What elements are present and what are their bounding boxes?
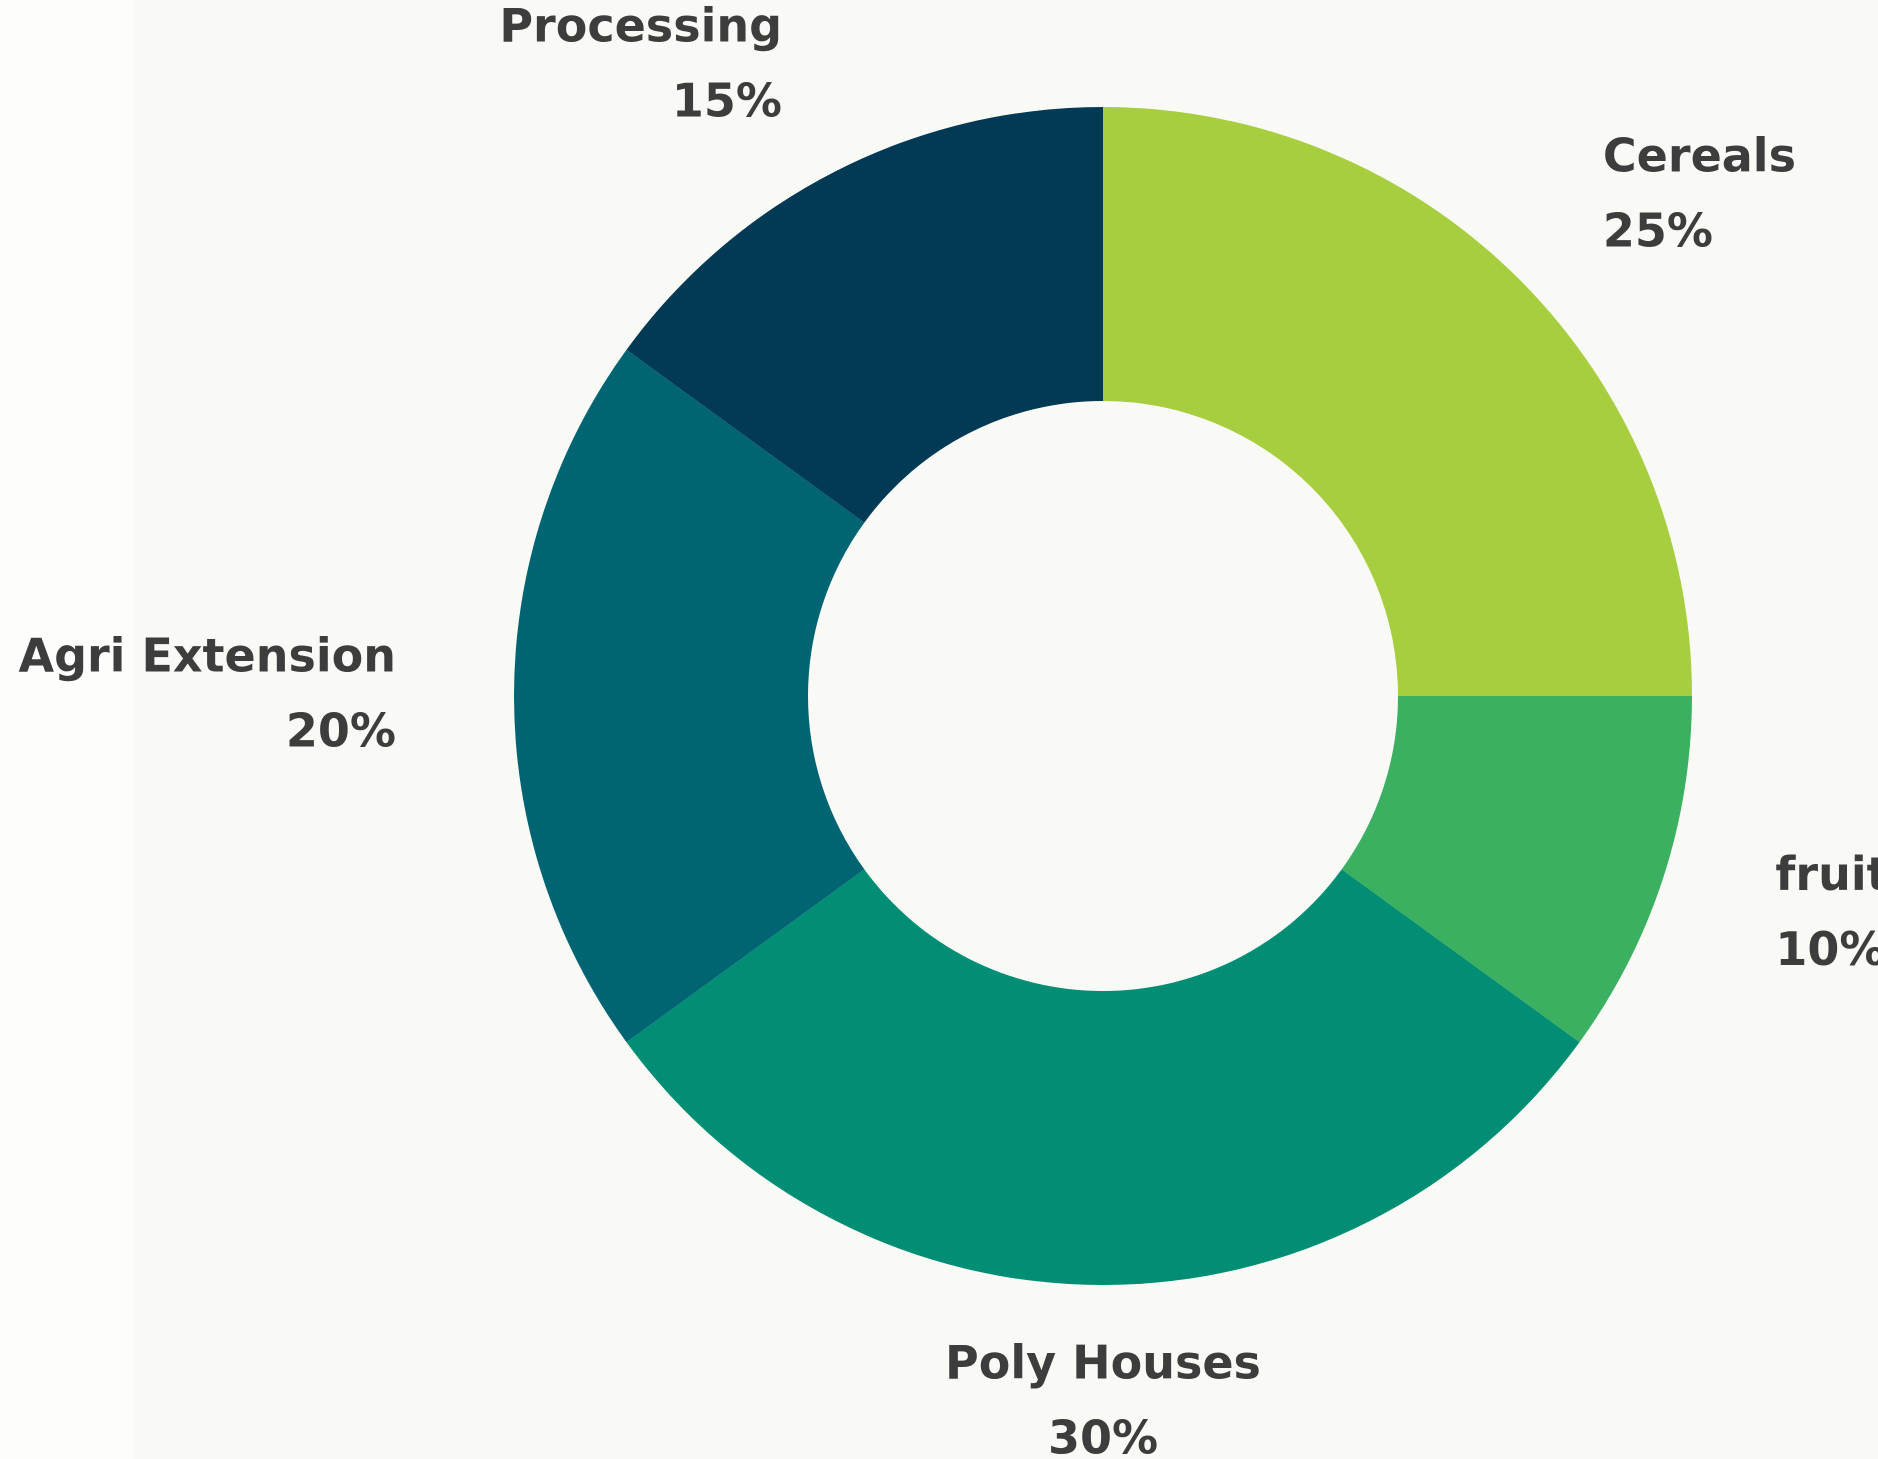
slice-value-label: 15% [672,74,782,128]
slice-label: fruits [1775,847,1878,901]
donut-slice [626,107,1103,523]
slice-label: Poly Houses [945,1336,1261,1390]
slice-value-label: 20% [286,704,396,758]
slice-label: Agri Extension [18,629,396,683]
slice-label: Processing [499,0,782,53]
donut-slice [626,869,1580,1286]
donut-slice [1103,107,1692,696]
slice-value-label: 10% [1775,922,1878,976]
slice-value-label: 25% [1603,204,1713,258]
slice-label: Cereals [1603,129,1796,183]
donut-slice [1341,696,1693,1043]
slice-value-label: 30% [1048,1411,1158,1459]
left-strip [0,0,134,1459]
donut-slice [514,349,865,1043]
